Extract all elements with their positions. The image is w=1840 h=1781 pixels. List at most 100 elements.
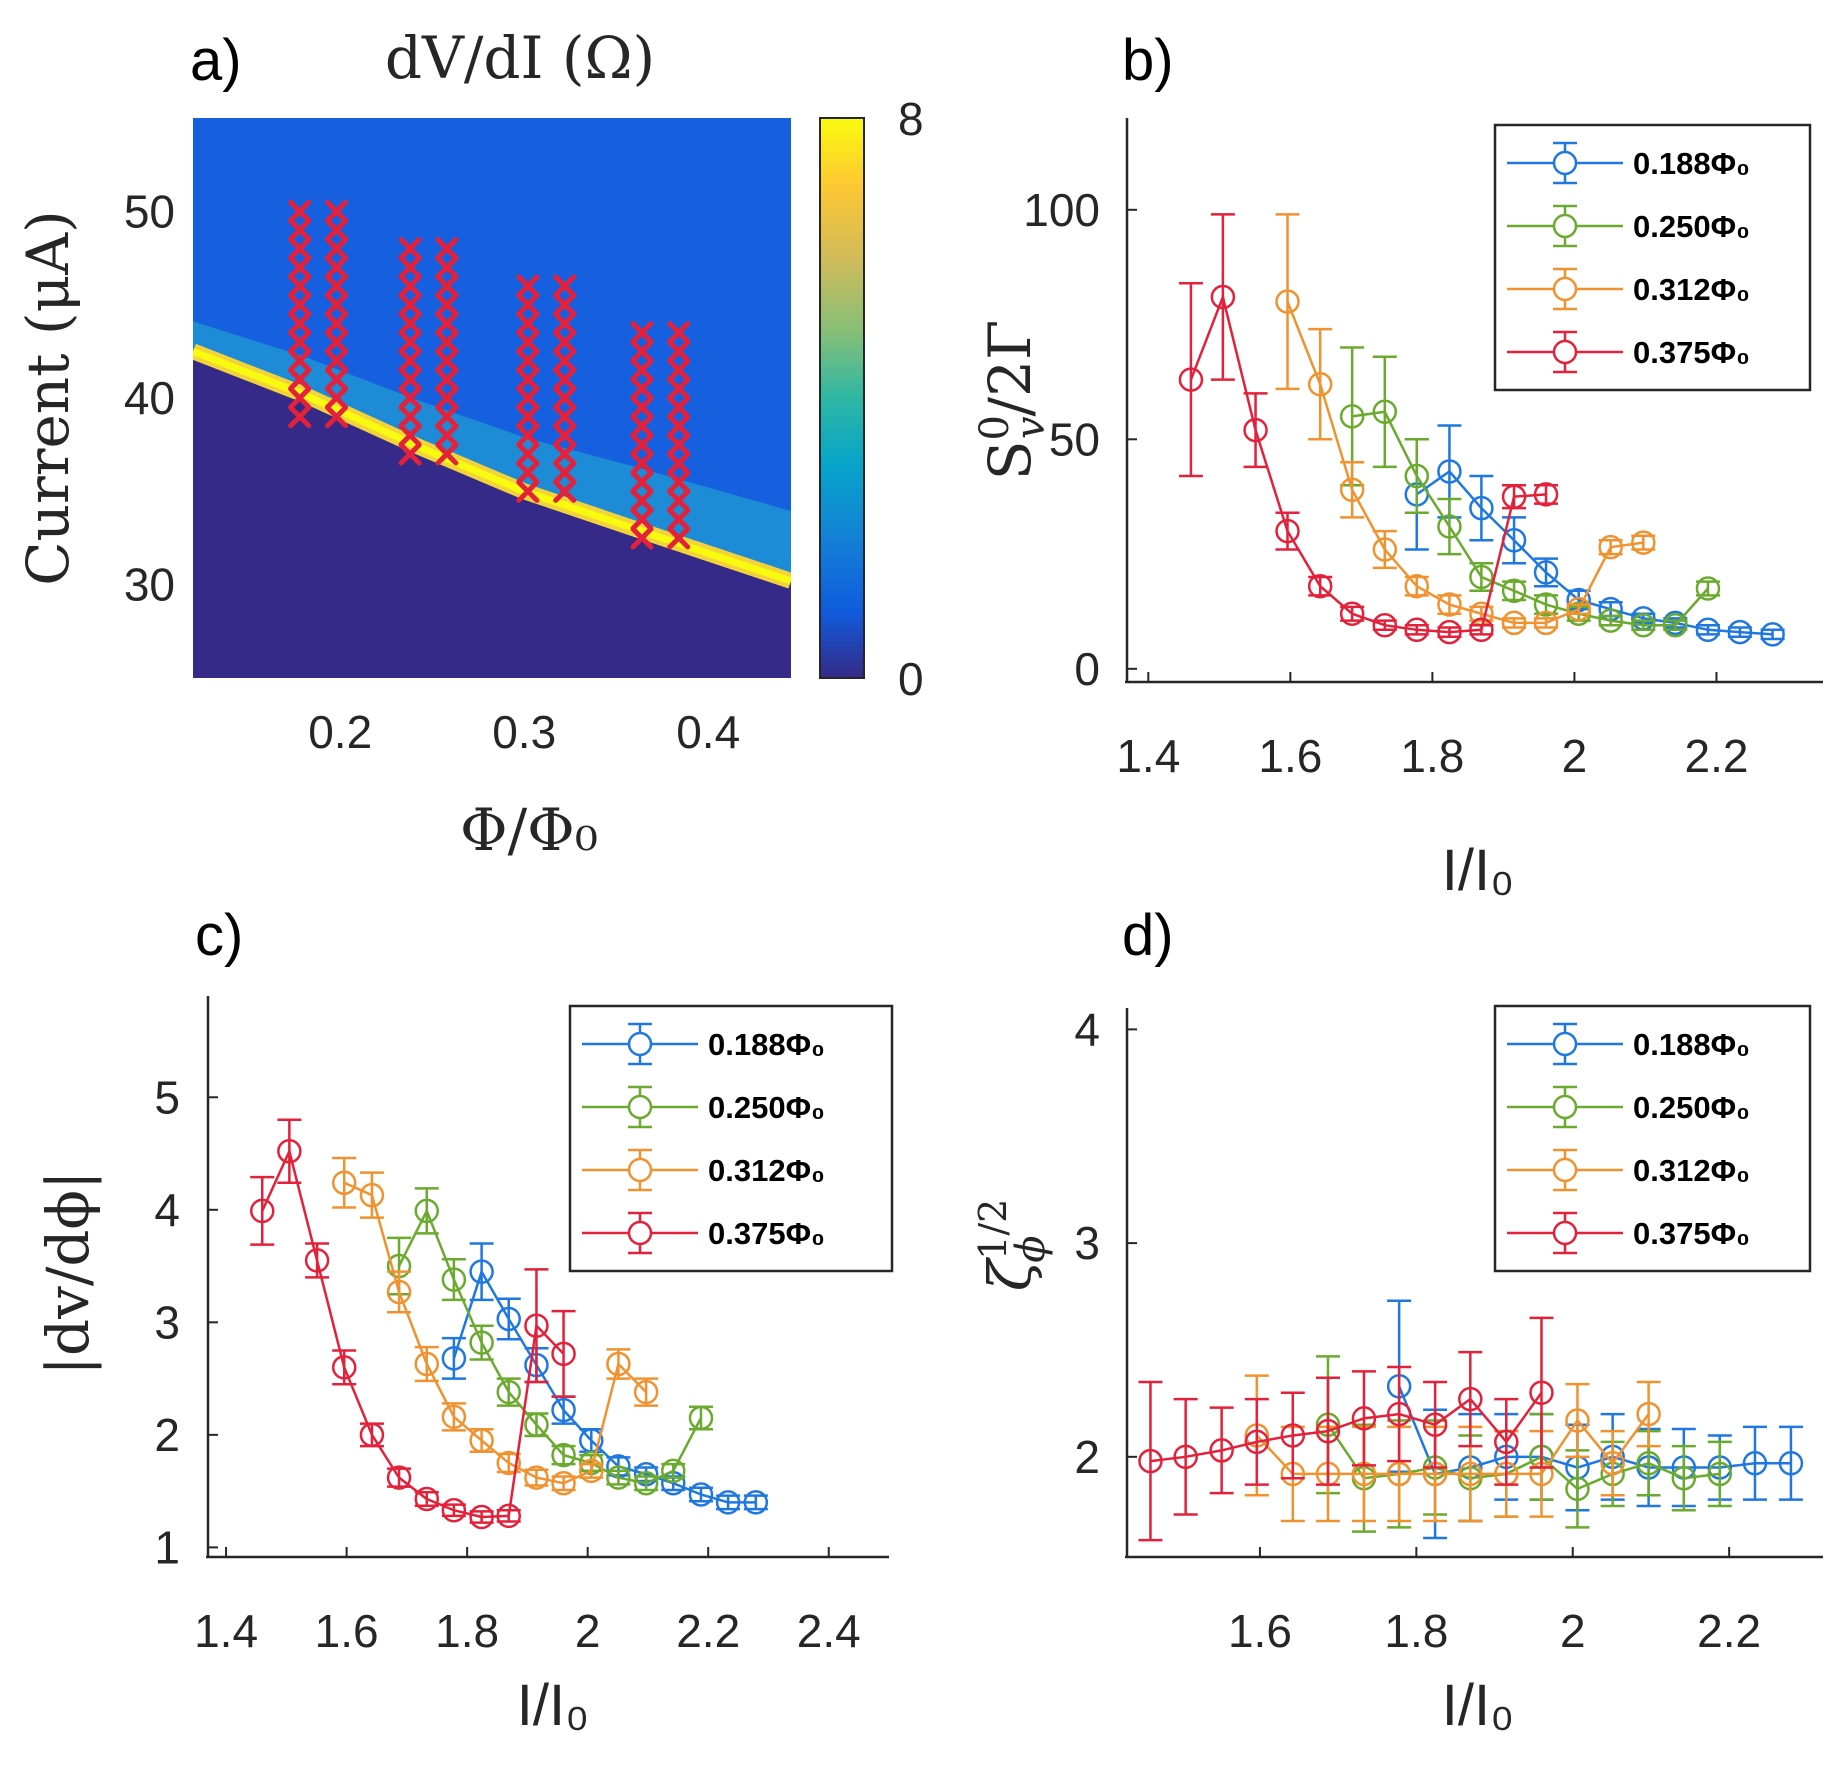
legend-item: 0.250Φ₀ <box>582 1085 825 1129</box>
x-tick-label: 2.2 <box>1684 730 1748 782</box>
error-bar <box>1529 1316 1554 1469</box>
x-tick-label: 1.6 <box>1258 730 1322 782</box>
error-bar <box>1707 1440 1732 1508</box>
data-point <box>524 1465 549 1490</box>
x-axis-label: I/I₀ <box>1442 838 1514 903</box>
legend-label: 0.375Φ₀ <box>1633 335 1750 370</box>
cross-marker <box>630 507 654 531</box>
cross-marker <box>553 405 577 429</box>
cross-marker <box>435 386 459 410</box>
data-point <box>1372 399 1398 425</box>
cross-marker <box>630 489 654 513</box>
cross-marker <box>398 237 422 261</box>
cross-marker <box>435 293 459 317</box>
data-point <box>1533 482 1559 507</box>
data-point <box>1533 560 1559 585</box>
legend-item: 0.250Φ₀ <box>1507 204 1750 248</box>
cross-marker <box>667 470 691 494</box>
data-point <box>743 1490 769 1515</box>
x-tick-label: 0.3 <box>492 706 556 758</box>
cross-marker <box>398 442 422 466</box>
data-point <box>414 1486 440 1512</box>
error-bar <box>634 1377 659 1407</box>
error-bar <box>496 1297 521 1341</box>
data-point <box>1307 573 1333 599</box>
cross-marker <box>667 321 691 345</box>
data-point <box>496 1306 521 1332</box>
cross-marker <box>398 274 422 298</box>
y-axis-label: |dv/dϕ| <box>34 1170 102 1375</box>
data-point <box>606 1465 631 1490</box>
series-c375 <box>1178 213 1559 645</box>
data-point <box>441 1346 467 1371</box>
cross-marker <box>325 367 349 391</box>
cross-marker <box>630 451 654 475</box>
series-c188 <box>441 1242 769 1515</box>
y-ticks: 30 40 50 <box>124 185 175 610</box>
cross-marker <box>667 526 691 550</box>
error-bar <box>1695 580 1720 597</box>
x-ticks: 0.2 0.3 0.4 <box>308 706 740 758</box>
error-bar <box>1695 623 1720 636</box>
error-bar <box>332 1156 357 1209</box>
data-point <box>359 1422 385 1448</box>
legend-c: 0.188Φ₀ 0.250Φ₀ 0.312Φ₀ 0.375Φ₀ <box>568 1004 894 1273</box>
series-c312 <box>331 1156 659 1496</box>
data-point <box>1404 573 1430 599</box>
data-point <box>1386 1461 1412 1487</box>
data-point <box>606 1351 631 1377</box>
error-bar <box>1351 1370 1376 1467</box>
cross-marker <box>630 433 654 457</box>
cross-marker <box>553 479 577 503</box>
x-tick-label: 1.6 <box>1228 1605 1292 1657</box>
data-point <box>1437 459 1462 484</box>
x-tick-label: 0.2 <box>308 706 372 758</box>
error-bar <box>1404 623 1429 636</box>
data-point <box>1315 1418 1341 1444</box>
cross-marker <box>516 330 540 354</box>
colorbar-max-label: 8 <box>898 93 924 145</box>
cross-marker <box>553 423 577 447</box>
data-point <box>1566 596 1591 622</box>
axes-b: 1.4 1.6 1.8 2 2.2 0 50 100 <box>1023 118 1823 782</box>
data-point <box>1422 1412 1448 1438</box>
series-line <box>1150 1391 1543 1463</box>
cross-marker <box>325 386 349 410</box>
cross-marker <box>288 237 312 261</box>
error-bar <box>1340 605 1365 622</box>
cross-marker <box>516 479 540 503</box>
noise-panel: b) 1.4 1.6 1.8 2 2.2 0 50 100 I/I₀ S0v/2Γ 0.188… <box>972 28 1823 903</box>
heatmap-panel: a) dV/dI (Ω) 0.2 0.3 0.4 30 40 50 Φ/Φ₀ Curre… <box>14 24 924 864</box>
cross-marker <box>630 321 654 345</box>
legend-item: 0.312Φ₀ <box>582 1148 825 1192</box>
data-point <box>551 1442 576 1468</box>
error-bar <box>1437 626 1462 638</box>
data-point <box>1598 608 1623 633</box>
x-tick-label: 2.2 <box>1697 1605 1761 1657</box>
y-tick-label: 40 <box>124 372 175 424</box>
legend-label: 0.375Φ₀ <box>1633 1216 1750 1251</box>
cross-marker <box>288 199 312 223</box>
series-line <box>452 1268 756 1504</box>
series-d <box>1138 1299 1804 1542</box>
data-point <box>304 1248 330 1273</box>
panel-label-b: b) <box>1122 28 1174 93</box>
error-bar <box>1458 1350 1483 1448</box>
data-point <box>1458 1386 1483 1412</box>
legend-label: 0.250Φ₀ <box>1633 1090 1750 1125</box>
series-b <box>1178 213 1785 647</box>
cross-marker <box>516 274 540 298</box>
data-point <box>1533 610 1559 636</box>
cross-marker <box>516 311 540 335</box>
y-tick-label: 2 <box>154 1409 180 1461</box>
data-point <box>331 1170 357 1196</box>
data-point <box>1631 612 1656 638</box>
y-tick-label: 30 <box>124 559 175 611</box>
cross-marker <box>667 507 691 531</box>
data-point <box>1437 514 1462 539</box>
x-axis-label: I/I₀ <box>1442 1673 1514 1738</box>
error-bar <box>1404 438 1429 515</box>
series-c188 <box>1386 1299 1804 1540</box>
y-tick-label: 4 <box>1074 1003 1100 1055</box>
x-tick-label: 1.8 <box>435 1605 499 1657</box>
